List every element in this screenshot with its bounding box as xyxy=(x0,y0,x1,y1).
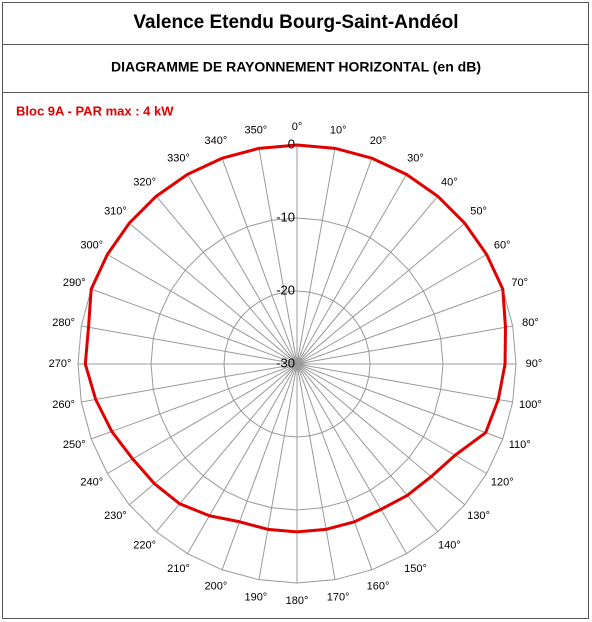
spoke xyxy=(296,363,407,554)
grid-ring xyxy=(150,217,444,511)
angle-label: 170° xyxy=(327,591,350,603)
spoke xyxy=(81,325,298,365)
spoke xyxy=(221,158,298,365)
angle-label: 90° xyxy=(526,358,543,370)
spoke xyxy=(296,363,373,570)
angle-label: 220° xyxy=(133,539,156,551)
grid-ring xyxy=(223,290,371,438)
spoke xyxy=(258,363,298,580)
r-tick-label: -10 xyxy=(276,209,295,224)
angle-label: 260° xyxy=(52,399,75,411)
series-label: Bloc 9A - PAR max : 4 kW xyxy=(16,103,174,118)
spoke xyxy=(128,363,298,506)
spoke xyxy=(107,254,298,365)
angle-label: 110° xyxy=(509,439,531,451)
angle-label: 340° xyxy=(205,135,228,147)
spoke xyxy=(296,363,503,440)
angle-label: 100° xyxy=(519,399,542,411)
r-tick-label: 0 xyxy=(288,136,295,151)
angle-label: 230° xyxy=(104,510,127,522)
spoke xyxy=(258,148,298,365)
angle-label: 130° xyxy=(467,510,490,522)
spoke xyxy=(155,195,298,365)
spoke xyxy=(81,363,298,403)
spoke xyxy=(296,363,336,580)
angle-label: 240° xyxy=(80,476,103,488)
angle-label: 40° xyxy=(441,176,458,188)
angle-label: 150° xyxy=(404,563,427,575)
spoke xyxy=(296,222,466,365)
spoke xyxy=(107,363,298,474)
spoke xyxy=(187,363,298,554)
spoke xyxy=(296,363,513,403)
spoke xyxy=(296,325,513,365)
spoke xyxy=(296,288,503,365)
angle-label: 30° xyxy=(407,153,424,165)
angle-label: 70° xyxy=(511,277,528,289)
angle-label: 270° xyxy=(49,358,72,370)
spoke xyxy=(296,363,466,506)
spoke xyxy=(296,148,336,365)
angle-label: 80° xyxy=(522,317,539,329)
angle-label: 60° xyxy=(494,239,511,251)
angle-label: 350° xyxy=(244,125,267,137)
angle-label: 330° xyxy=(167,153,190,165)
angle-label: 140° xyxy=(438,539,461,551)
chart-subtitle: DIAGRAMME DE RAYONNEMENT HORIZONTAL (en … xyxy=(111,59,481,75)
angle-label: 20° xyxy=(370,135,387,147)
spoke xyxy=(296,363,439,533)
r-tick-label: -30 xyxy=(276,355,295,370)
angle-label: 0° xyxy=(292,121,303,133)
angle-label: 250° xyxy=(63,439,86,451)
spoke xyxy=(187,174,298,365)
angle-label: 290° xyxy=(63,277,86,289)
angle-label: 180° xyxy=(286,595,309,607)
spoke xyxy=(296,158,373,365)
spoke xyxy=(296,174,407,365)
spoke xyxy=(221,363,298,570)
angle-label: 200° xyxy=(205,581,228,593)
angle-label: 160° xyxy=(367,581,390,593)
angle-label: 280° xyxy=(52,317,75,329)
angle-label: 320° xyxy=(133,176,156,188)
spoke xyxy=(296,254,487,365)
series-line xyxy=(83,143,507,534)
spoke xyxy=(296,195,439,365)
spoke xyxy=(91,288,298,365)
angle-label: 310° xyxy=(104,206,127,218)
spoke xyxy=(128,222,298,365)
angle-label: 190° xyxy=(244,591,267,603)
angle-label: 10° xyxy=(330,125,347,137)
angle-label: 300° xyxy=(80,239,103,251)
angle-label: 210° xyxy=(167,563,190,575)
angle-label: 120° xyxy=(491,476,514,488)
r-tick-label: -20 xyxy=(276,282,295,297)
angle-label: 50° xyxy=(470,206,487,218)
chart-title: Valence Etendu Bourg-Saint-Andéol xyxy=(133,12,458,33)
spoke xyxy=(91,363,298,440)
